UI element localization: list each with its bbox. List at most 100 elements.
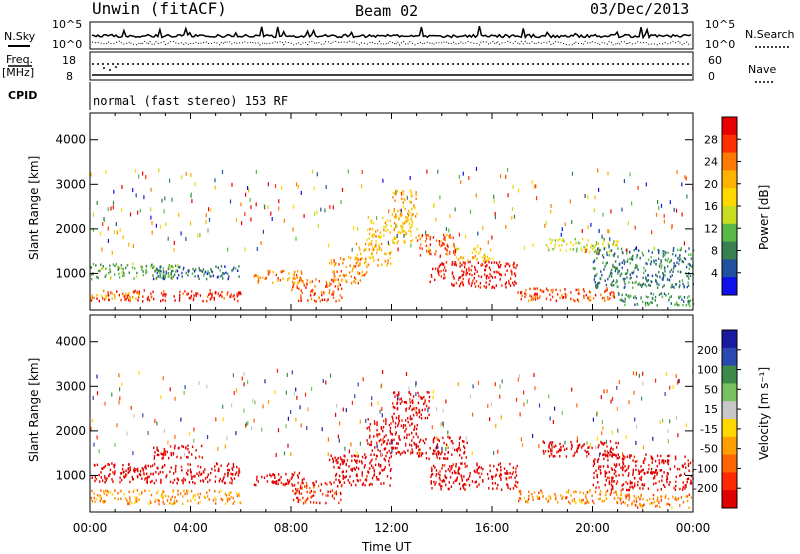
echo-cell xyxy=(328,243,330,248)
echo-cell xyxy=(603,296,606,300)
echo-cell xyxy=(685,495,687,498)
echo-cell xyxy=(631,502,633,506)
echo-cell xyxy=(358,263,361,266)
echo-cell xyxy=(652,477,655,480)
echo-cell xyxy=(398,216,400,220)
echo-cell xyxy=(272,270,274,274)
echo-cell xyxy=(629,277,631,280)
echo-cell xyxy=(458,437,461,441)
echo-cell xyxy=(618,474,620,477)
echo-cell xyxy=(458,442,460,446)
echo-cell xyxy=(628,400,630,405)
echo-cell xyxy=(292,489,294,493)
echo-cell xyxy=(132,244,134,249)
echo-cell xyxy=(307,407,309,412)
echo-cell xyxy=(369,242,371,245)
echo-cell xyxy=(451,263,453,266)
echo-cell xyxy=(337,461,339,464)
echo-cell xyxy=(414,425,416,428)
echo-cell xyxy=(514,280,516,284)
echo-cell xyxy=(622,457,624,460)
echo-cell xyxy=(447,468,450,471)
echo-cell xyxy=(617,428,619,433)
echo-cell xyxy=(570,291,572,294)
echo-cell xyxy=(468,269,470,272)
echo-cell xyxy=(111,392,113,397)
echo-cell xyxy=(485,265,487,268)
echo-cell xyxy=(405,231,407,234)
echo-cell xyxy=(564,496,567,500)
echo-cell xyxy=(211,270,214,274)
echo-cell xyxy=(135,193,137,198)
echo-cell xyxy=(394,395,396,398)
echo-cell xyxy=(238,293,240,296)
echo-cell xyxy=(193,297,195,300)
echo-cell xyxy=(295,487,297,491)
echo-cell xyxy=(477,252,480,255)
echo-cell xyxy=(397,209,399,213)
echo-cell xyxy=(617,240,619,243)
echo-cell xyxy=(379,246,381,250)
echo-cell xyxy=(187,274,189,277)
echo-cell xyxy=(476,485,478,488)
echo-cell xyxy=(291,483,293,486)
echo-cell xyxy=(678,467,681,471)
echo-cell xyxy=(446,457,449,460)
echo-cell xyxy=(378,245,380,248)
freq-tick-low: 8 xyxy=(66,70,73,83)
echo-cell xyxy=(674,264,677,268)
echo-cell xyxy=(413,204,415,207)
echo-cell xyxy=(489,469,491,473)
echo-cell xyxy=(601,420,603,424)
echo-cell xyxy=(515,470,517,474)
echo-cell xyxy=(148,299,151,302)
echo-cell xyxy=(394,237,396,241)
echo-cell xyxy=(604,279,606,282)
echo-cell xyxy=(204,270,207,273)
echo-cell xyxy=(612,295,614,298)
echo-cell xyxy=(400,424,403,428)
echo-cell xyxy=(197,465,199,468)
echo-cell xyxy=(480,472,483,476)
echo-cell xyxy=(444,276,446,279)
echo-cell xyxy=(667,454,669,458)
echo-cell xyxy=(365,479,368,482)
echo-cell xyxy=(228,493,230,497)
echo-cell xyxy=(176,482,178,485)
echo-cell xyxy=(685,304,687,307)
echo-cell xyxy=(678,378,680,383)
echo-cell xyxy=(571,387,573,392)
echo-cell xyxy=(610,491,612,494)
echo-cell xyxy=(162,496,164,500)
echo-cell xyxy=(567,500,570,503)
echo-cell xyxy=(383,228,385,232)
echo-cell xyxy=(388,463,391,467)
echo-cell xyxy=(443,457,445,460)
echo-cell xyxy=(557,293,559,296)
echo-cell xyxy=(366,439,368,442)
echo-cell xyxy=(611,430,613,435)
echo-cell xyxy=(576,450,578,453)
echo-cell xyxy=(199,500,201,504)
echo-cell xyxy=(103,492,106,495)
echo-cell xyxy=(411,451,413,455)
echo-cell xyxy=(606,389,608,394)
echo-cell xyxy=(428,395,431,399)
echo-cell xyxy=(458,446,460,449)
echo-cell xyxy=(518,497,521,500)
echo-cell xyxy=(357,282,359,285)
echo-cell xyxy=(515,467,517,470)
echo-cell xyxy=(661,295,664,299)
echo-cell xyxy=(550,448,552,453)
echo-cell xyxy=(155,479,157,482)
echo-cell xyxy=(354,258,356,261)
echo-cell xyxy=(325,501,327,505)
echo-cell xyxy=(622,473,624,477)
echo-cell xyxy=(429,238,431,241)
echo-cell xyxy=(343,258,345,261)
echo-cell xyxy=(210,472,212,475)
echo-cell xyxy=(594,293,597,297)
echo-cell xyxy=(120,263,123,267)
echo-cell xyxy=(641,251,643,254)
echo-cell xyxy=(277,277,279,280)
